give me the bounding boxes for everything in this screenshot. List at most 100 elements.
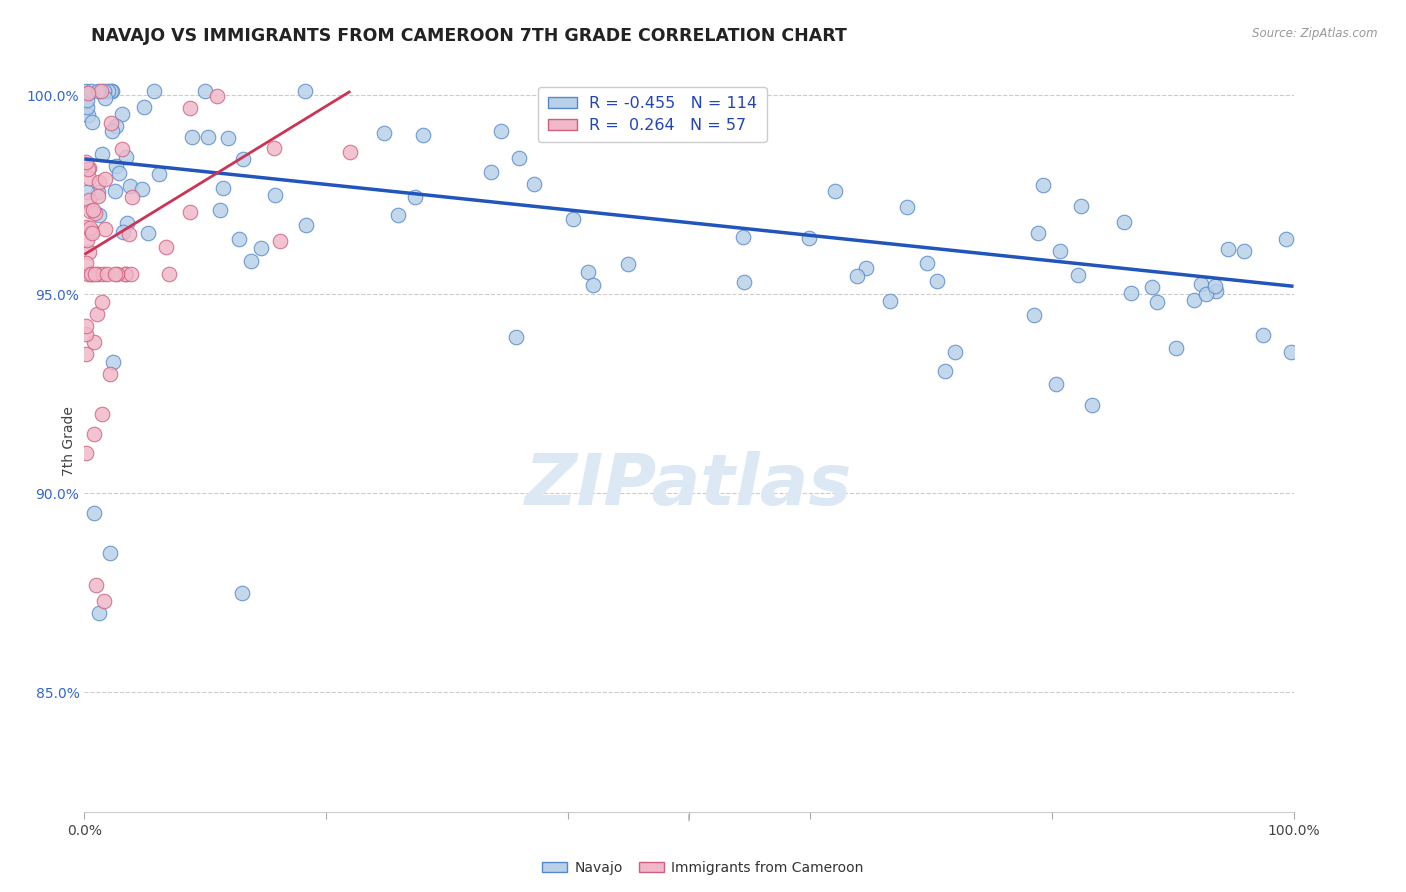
Point (80, 115, 103, 129)
Point (508, 151, 530, 165)
Point (155, 240, 177, 254)
Point (1275, 232, 1298, 246)
Point (87, 606, 110, 620)
Point (76, 100, 98, 114)
Point (75, 155, 97, 169)
Point (1112, 214, 1135, 228)
Point (1022, 308, 1045, 322)
Point (1189, 277, 1212, 291)
Point (373, 126, 395, 140)
Point (87, 189, 110, 203)
Point (94, 222, 117, 236)
Point (582, 278, 605, 293)
Point (505, 330, 527, 344)
Point (87, 84, 110, 98)
Point (75, 84, 97, 98)
Point (733, 230, 755, 244)
Point (75, 347, 97, 361)
Point (294, 84, 316, 98)
Point (100, 116, 122, 130)
Point (523, 177, 546, 191)
Point (1045, 377, 1067, 392)
Point (879, 293, 901, 308)
Point (87, 175, 110, 189)
Point (896, 201, 918, 215)
Point (1218, 242, 1240, 256)
Point (211, 181, 233, 195)
Point (1279, 344, 1302, 359)
Point (83, 506, 105, 520)
Point (263, 188, 285, 202)
Point (131, 182, 153, 196)
Point (86, 307, 108, 321)
Point (82, 224, 104, 238)
Point (489, 124, 512, 138)
Point (295, 218, 318, 232)
Point (83, 334, 105, 349)
Point (79, 221, 101, 235)
Point (934, 363, 956, 377)
Point (114, 268, 136, 282)
Point (103, 355, 125, 369)
Point (231, 586, 253, 600)
Point (824, 184, 846, 198)
Point (1049, 244, 1071, 259)
Point (76, 185, 98, 199)
Point (104, 184, 127, 198)
Point (104, 159, 127, 173)
Point (77, 245, 100, 260)
Point (1184, 293, 1206, 307)
Point (205, 89, 228, 103)
Point (1070, 199, 1092, 213)
Point (75, 219, 97, 234)
Point (76, 233, 98, 247)
Point (925, 274, 948, 288)
Point (157, 268, 180, 282)
Point (1140, 280, 1163, 294)
Point (77, 87, 100, 101)
Point (80, 268, 103, 282)
Point (91, 407, 114, 421)
Point (101, 84, 124, 98)
Point (76, 93, 98, 107)
Point (83, 268, 105, 282)
Point (84, 578, 107, 592)
Point (1251, 327, 1274, 342)
Point (269, 234, 291, 248)
Point (118, 227, 141, 241)
Point (179, 101, 201, 115)
Point (87, 185, 110, 199)
Point (179, 204, 201, 219)
Point (80, 226, 103, 240)
Point (1146, 294, 1168, 309)
Point (93, 91, 115, 105)
Point (83, 426, 105, 441)
Point (120, 179, 142, 194)
Point (239, 254, 262, 268)
Point (616, 257, 638, 271)
Point (77, 194, 100, 208)
Point (111, 106, 134, 120)
Point (97, 84, 120, 98)
Point (1081, 398, 1104, 412)
Point (217, 130, 239, 145)
Text: NAVAJO VS IMMIGRANTS FROM CAMEROON 7TH GRADE CORRELATION CHART: NAVAJO VS IMMIGRANTS FROM CAMEROON 7TH G… (91, 27, 848, 45)
Point (197, 129, 219, 144)
Point (232, 152, 254, 166)
Point (209, 202, 232, 217)
Point (412, 128, 434, 143)
Point (733, 275, 755, 289)
Point (84, 206, 107, 220)
Point (79, 204, 101, 219)
Point (75, 327, 97, 342)
Point (100, 123, 122, 137)
Point (115, 150, 138, 164)
Point (82, 202, 104, 217)
Point (1026, 226, 1049, 240)
Point (1166, 341, 1188, 355)
Point (104, 268, 127, 282)
Point (80, 268, 103, 282)
Point (75, 256, 97, 270)
Legend: R = -0.455   N = 114, R =  0.264   N = 57: R = -0.455 N = 114, R = 0.264 N = 57 (538, 87, 768, 143)
Point (96, 268, 118, 282)
